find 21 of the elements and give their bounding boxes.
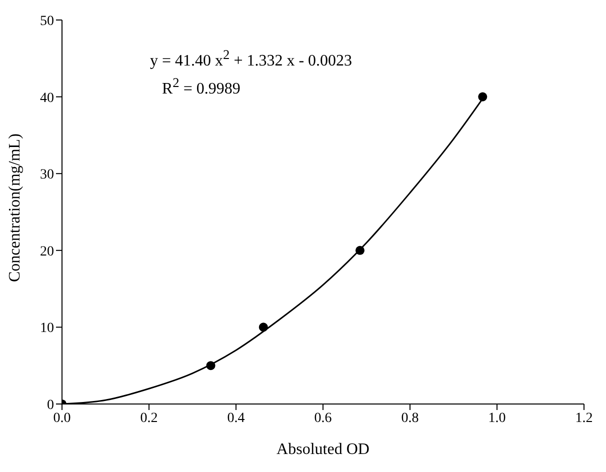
x-tick-label: 0.0 [53, 410, 71, 426]
y-tick-label: 20 [40, 244, 54, 260]
x-tick-label: 0.2 [140, 410, 158, 426]
x-axis-title: Absoluted OD [276, 441, 370, 458]
y-tick-label: 40 [40, 90, 54, 106]
point [258, 322, 268, 332]
y-tick-label: 10 [40, 321, 54, 336]
y-tick-label: 0 [47, 398, 54, 413]
point [355, 246, 364, 255]
y-tick-label: 30 [40, 168, 54, 183]
point [206, 361, 216, 370]
x-tick-label: 0.8 [401, 410, 419, 426]
x-tick-label: 1.2 [575, 410, 593, 426]
x-tick-label: 1.0 [488, 410, 506, 426]
point [478, 92, 488, 102]
x-tick-label: 0.4 [227, 410, 245, 426]
x-tick-label: 0.6 [314, 410, 332, 426]
y-axis-title: Concentration(mg/mL) [6, 134, 24, 282]
y-tick-label: 50 [40, 14, 54, 29]
annotation: y = 41.40 x$^{2}$ + 1.332 x - 0.0023 [150, 46, 352, 72]
annotation: R$^{2}$ = 0.9989 [161, 74, 242, 100]
